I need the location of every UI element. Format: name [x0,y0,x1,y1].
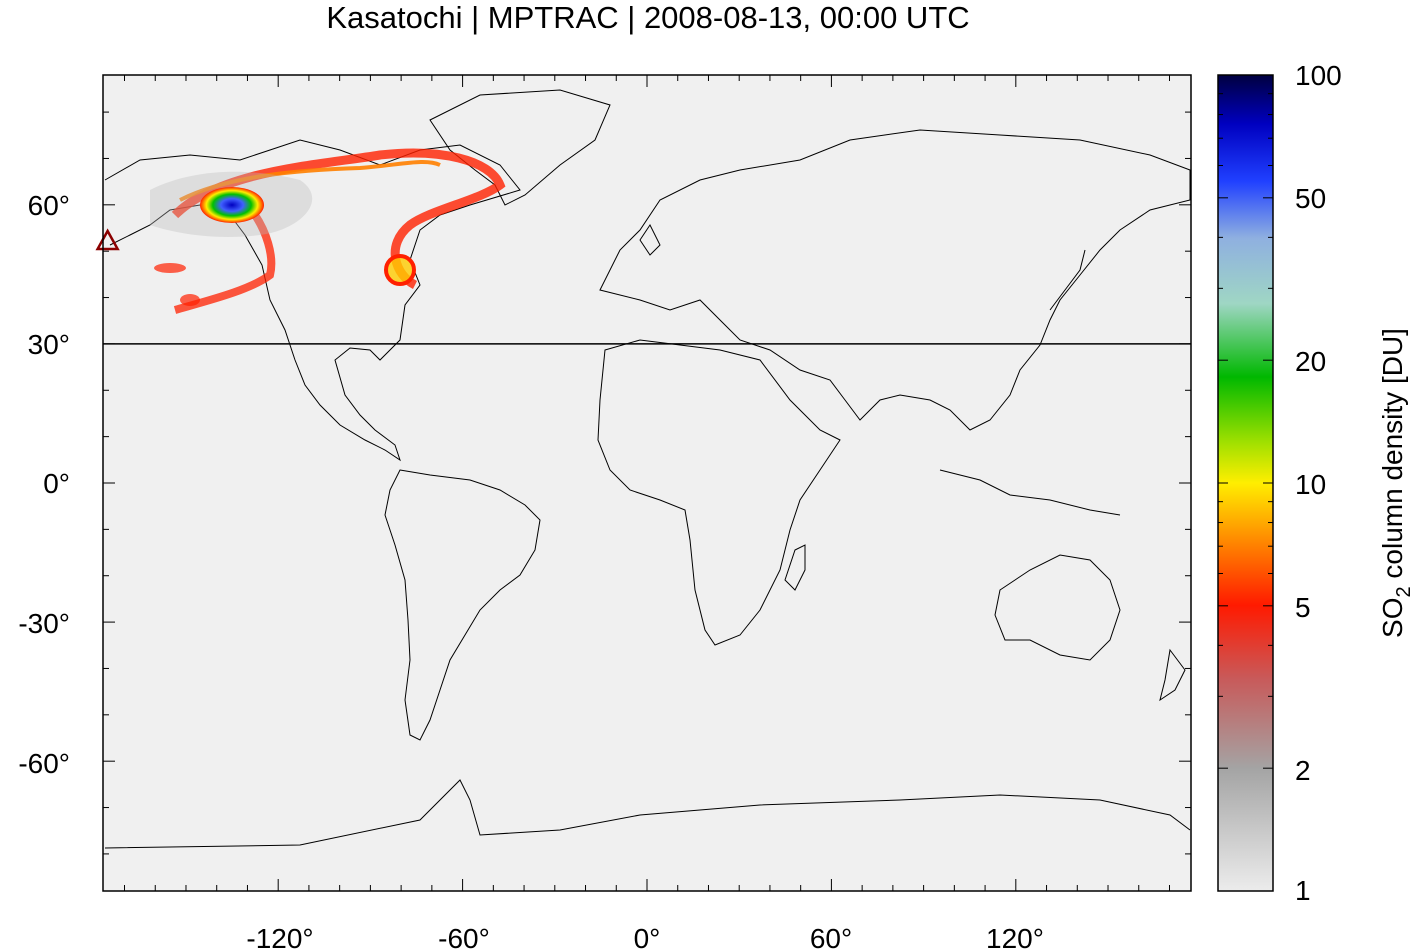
map-background [103,75,1191,891]
colorbar-title: SO2 column density [DU] [1377,328,1411,638]
colorbar-label: 100 [1295,60,1342,91]
colorbar-label: 1 [1295,875,1311,906]
coast-antarctica [104,779,1191,849]
lon-label: 0° [634,923,661,950]
coast-japan [1049,249,1086,311]
lat-label: -30° [18,608,70,639]
colorbar-label: 20 [1295,346,1326,377]
lat-label: -60° [18,748,70,779]
coast-uk [639,224,661,256]
lon-label: -120° [246,923,313,950]
lat-label: 60° [28,190,70,221]
colorbar-label: 50 [1295,183,1326,214]
plume-blob-south [180,294,200,306]
plume-arc-main [171,148,506,290]
so2-plume [150,148,506,314]
coast-north-america [104,139,521,462]
coast-greenland [429,89,611,206]
coast-australia [994,554,1121,661]
coast-africa [597,339,841,646]
x-axis-labels: -120° -60° 0° 60° 120° [246,923,1044,950]
plume-blob-west [154,263,186,273]
coast-new-zealand [1159,648,1186,702]
colorbar: 100 50 20 10 5 2 1 SO2 column density [D… [1217,60,1411,906]
colorbar-label: 5 [1295,592,1311,623]
axis-ticks [103,75,1191,891]
plume-arc-south [173,212,276,314]
lon-label: 60° [810,923,852,950]
colorbar-label: 2 [1295,755,1311,786]
lon-label: 120° [986,923,1044,950]
lon-label: -60° [438,923,490,950]
coast-indonesia [939,469,1121,516]
plume-core [200,187,264,223]
colorbar-ticks [1218,74,1273,892]
plume-arc-inner [179,159,441,202]
lat-label: 0° [43,468,70,499]
y-axis-labels: 60° 30° 0° -30° -60° [18,190,70,779]
coast-south-america [384,469,541,741]
coast-madagascar [784,544,806,591]
lat-label: 30° [28,329,70,360]
coastlines [104,89,1191,849]
plume-blob-east [384,254,416,286]
colorbar-label: 10 [1295,469,1326,500]
plot-title: Kasatochi | MPTRAC | 2008-08-13, 00:00 U… [326,0,970,35]
coast-eurasia [599,129,1191,431]
